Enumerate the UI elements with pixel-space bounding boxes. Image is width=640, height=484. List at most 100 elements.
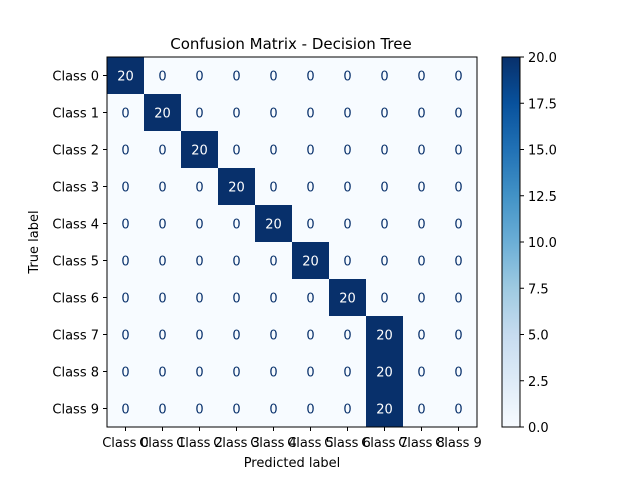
cell-value-label: 0 — [343, 329, 351, 344]
heatmap-cell — [292, 242, 330, 280]
y-tick-label: Class 6 — [52, 292, 99, 307]
cell-value-label: 0 — [232, 329, 240, 344]
heatmap-cell — [255, 168, 293, 206]
heatmap-cell — [144, 353, 182, 391]
cell-value-label: 0 — [454, 181, 462, 196]
y-tick-label: Class 2 — [52, 144, 99, 159]
heatmap-cell — [218, 94, 256, 132]
cell-value-label: 20 — [376, 366, 393, 381]
chart-title: Confusion Matrix - Decision Tree — [170, 35, 411, 53]
heatmap-cell — [255, 57, 293, 95]
y-axis-label: True label — [27, 210, 42, 274]
heatmap-cell — [292, 57, 330, 95]
cell-value-label: 0 — [232, 70, 240, 85]
heatmap-cell — [329, 390, 367, 428]
heatmap-cell — [292, 316, 330, 354]
cell-value-label: 0 — [417, 329, 425, 344]
y-tick-label: Class 9 — [52, 403, 99, 418]
heatmap-cell — [329, 279, 367, 317]
cell-value-label: 0 — [417, 255, 425, 270]
heatmap-cell — [292, 353, 330, 391]
colorbar-ticks: 0.0 2.5 5.0 7.5 10.0 12.5 15.0 17.5 20.0 — [520, 51, 557, 436]
cell-value-label: 0 — [417, 70, 425, 85]
cell-value-label: 0 — [232, 292, 240, 307]
cell-value-label: 0 — [121, 329, 129, 344]
y-tick-label: Class 7 — [52, 329, 99, 344]
heatmap-cell — [403, 205, 441, 243]
cell-value-label: 0 — [269, 292, 277, 307]
colorbar-tick-label: 10.0 — [528, 236, 557, 251]
cell-value-label: 0 — [269, 366, 277, 381]
cell-value-label: 0 — [158, 329, 166, 344]
cell-value-label: 0 — [121, 144, 129, 159]
cell-value-label: 0 — [343, 144, 351, 159]
heatmap-cell — [366, 168, 404, 206]
heatmap-cell — [218, 57, 256, 95]
cell-value-label: 0 — [195, 181, 203, 196]
heatmap-cell — [292, 168, 330, 206]
heatmap-cell — [329, 168, 367, 206]
cell-value-label: 0 — [454, 366, 462, 381]
heatmap-cell — [181, 205, 219, 243]
cell-value-label: 0 — [269, 107, 277, 122]
heatmap-cell — [403, 353, 441, 391]
cell-value-label: 0 — [195, 292, 203, 307]
cell-value-label: 0 — [232, 218, 240, 233]
heatmap-cell — [292, 205, 330, 243]
heatmap-cell — [107, 57, 145, 95]
cell-value-label: 0 — [158, 218, 166, 233]
cell-value-label: 0 — [232, 255, 240, 270]
heatmap-cell — [366, 57, 404, 95]
cell-value-label: 0 — [158, 70, 166, 85]
colorbar-tick-label: 12.5 — [528, 190, 557, 205]
heatmap-cell — [403, 279, 441, 317]
cell-value-label: 0 — [380, 70, 388, 85]
y-tick-label: Class 1 — [52, 107, 99, 122]
cell-value-label: 20 — [154, 107, 171, 122]
cell-value-label: 0 — [306, 366, 314, 381]
cell-value-label: 0 — [454, 403, 462, 418]
cell-value-label: 0 — [417, 144, 425, 159]
heatmap-cell — [181, 131, 219, 169]
heatmap-cell — [181, 316, 219, 354]
cell-value-label: 20 — [228, 181, 245, 196]
cell-value-label: 0 — [454, 107, 462, 122]
heatmap-cell — [144, 390, 182, 428]
heatmap-cell — [144, 131, 182, 169]
heatmap-cell — [144, 279, 182, 317]
cell-value-label: 0 — [232, 366, 240, 381]
heatmap-cell — [218, 168, 256, 206]
heatmap-cell — [218, 353, 256, 391]
cell-value-label: 0 — [417, 403, 425, 418]
cell-value-label: 0 — [380, 144, 388, 159]
x-tick-label: Class 3 — [213, 436, 260, 451]
heatmap-cell — [255, 131, 293, 169]
cell-value-label: 0 — [158, 366, 166, 381]
colorbar-tick-label: 7.5 — [528, 282, 549, 297]
heatmap-cell — [107, 168, 145, 206]
cell-value-label: 0 — [454, 218, 462, 233]
cell-value-label: 0 — [195, 329, 203, 344]
cell-value-label: 0 — [306, 292, 314, 307]
heatmap-cell — [440, 131, 478, 169]
x-tick-label: Class 4 — [250, 436, 297, 451]
cell-value-label: 0 — [195, 70, 203, 85]
heatmap-cell — [292, 279, 330, 317]
cell-value-label: 0 — [269, 144, 277, 159]
cell-value-label: 0 — [306, 107, 314, 122]
cell-value-label: 0 — [380, 255, 388, 270]
y-tick-label: Class 8 — [52, 366, 99, 381]
cell-value-label: 0 — [232, 403, 240, 418]
heatmap-cell — [107, 316, 145, 354]
heatmap-cell — [255, 316, 293, 354]
heatmap-cell — [440, 353, 478, 391]
heatmap-cell — [181, 390, 219, 428]
heatmap-cell — [218, 279, 256, 317]
cell-value-label: 0 — [158, 181, 166, 196]
colorbar-tick-label: 2.5 — [528, 375, 549, 390]
heatmap-cell — [440, 57, 478, 95]
cell-value-label: 20 — [376, 403, 393, 418]
heatmap-cell — [329, 316, 367, 354]
cell-value-label: 0 — [195, 107, 203, 122]
heatmap-cell — [144, 316, 182, 354]
